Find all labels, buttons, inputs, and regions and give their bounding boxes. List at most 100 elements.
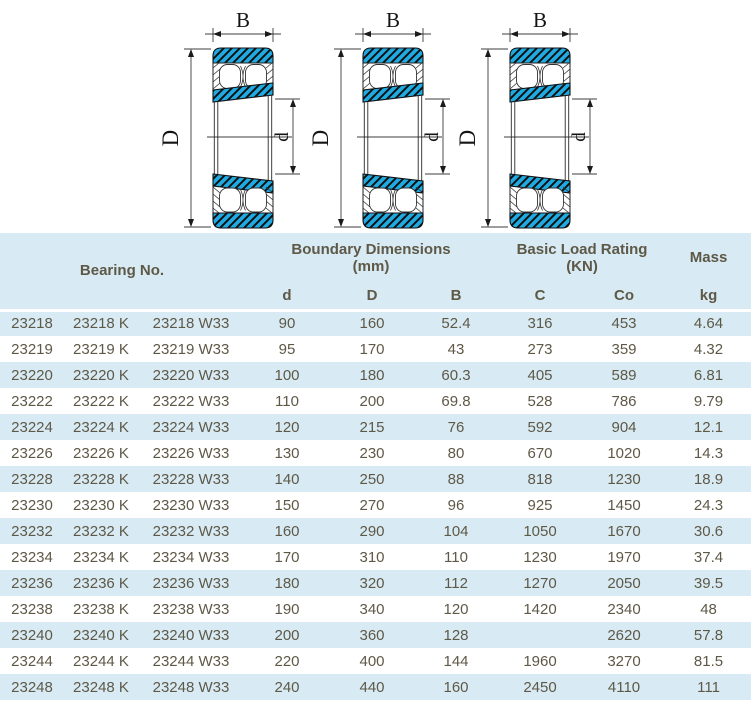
cell-outer-D: 215: [330, 414, 414, 440]
header-basic-load-unit: (KN): [566, 257, 598, 275]
cell-bearing-w33: 23248 W33: [138, 674, 244, 700]
header-sub-row: d D B C Co kg: [0, 282, 751, 312]
table-row: 23219 23219 K 23219 W33 95 170 43 273 35…: [0, 336, 751, 362]
table-body: 23218 23218 K 23218 W33 90 160 52.4 316 …: [0, 310, 751, 700]
cell-bearing-w33: 23232 W33: [138, 518, 244, 544]
cell-bearing-basic: 23248: [0, 674, 64, 700]
cell-bearing-basic: 23230: [0, 492, 64, 518]
bearing-diagrams: B D d: [157, 7, 598, 229]
cell-outer-D: 200: [330, 388, 414, 414]
cell-load-Co: 1670: [582, 518, 667, 544]
cell-bearing-basic: 23238: [0, 596, 64, 622]
cell-bearing-basic: 23224: [0, 414, 64, 440]
header-basic-load-rating: Basic Load Rating (KN): [498, 233, 667, 282]
header-basic-load-title: Basic Load Rating: [516, 240, 648, 258]
cell-load-C: 2450: [498, 674, 583, 700]
cell-mass-kg: 4.32: [666, 336, 751, 362]
cell-bearing-w33: 23244 W33: [138, 648, 244, 674]
header-mass: Mass: [666, 233, 751, 282]
bearing-diagram-1: [157, 7, 301, 229]
table-row: 23230 23230 K 23230 W33 150 270 96 925 1…: [0, 492, 751, 518]
cell-load-C: 1230: [498, 544, 583, 570]
cell-load-Co: 786: [582, 388, 667, 414]
cell-outer-D: 400: [330, 648, 414, 674]
cell-load-C: 925: [498, 492, 583, 518]
cell-load-Co: 2050: [582, 570, 667, 596]
cell-bore-d: 90: [244, 310, 330, 336]
cell-mass-kg: 57.8: [666, 622, 751, 648]
cell-load-Co: 1020: [582, 440, 667, 466]
cell-bearing-k: 23238 K: [64, 596, 138, 622]
header-col-C: C: [498, 282, 583, 312]
cell-load-Co: 3270: [582, 648, 667, 674]
header-group-row: Bearing No. Boundary Dimensions (mm) Bas…: [0, 233, 751, 312]
cell-load-C: 1420: [498, 596, 583, 622]
cell-mass-kg: 30.6: [666, 518, 751, 544]
cell-mass-kg: 37.4: [666, 544, 751, 570]
cell-bore-d: 130: [244, 440, 330, 466]
cell-load-C: [498, 622, 583, 648]
cell-width-B: 80: [414, 440, 499, 466]
cell-width-B: 112: [414, 570, 499, 596]
cell-outer-D: 360: [330, 622, 414, 648]
cell-load-Co: 1450: [582, 492, 667, 518]
bearing-diagram-3: [454, 7, 598, 229]
cell-width-B: 60.3: [414, 362, 499, 388]
cell-bearing-k: 23240 K: [64, 622, 138, 648]
table-row: 23226 23226 K 23226 W33 130 230 80 670 1…: [0, 440, 751, 466]
cell-width-B: 88: [414, 466, 499, 492]
cell-bore-d: 180: [244, 570, 330, 596]
cell-outer-D: 170: [330, 336, 414, 362]
cell-bearing-basic: 23218: [0, 310, 64, 336]
cell-bearing-basic: 23232: [0, 518, 64, 544]
cell-outer-D: 340: [330, 596, 414, 622]
cell-bore-d: 200: [244, 622, 330, 648]
cell-outer-D: 310: [330, 544, 414, 570]
cell-load-Co: 4110: [582, 674, 667, 700]
bearing-diagram-2: [307, 7, 451, 229]
cell-bearing-basic: 23220: [0, 362, 64, 388]
table-row: 23240 23240 K 23240 W33 200 360 128 2620…: [0, 622, 751, 648]
cell-load-C: 670: [498, 440, 583, 466]
cell-bearing-w33: 23230 W33: [138, 492, 244, 518]
cell-bearing-k: 23230 K: [64, 492, 138, 518]
cell-bearing-basic: 23226: [0, 440, 64, 466]
cell-bore-d: 190: [244, 596, 330, 622]
cell-bearing-k: 23248 K: [64, 674, 138, 700]
cell-width-B: 120: [414, 596, 499, 622]
table-header: Bearing No. Boundary Dimensions (mm) Bas…: [0, 233, 751, 312]
cell-outer-D: 250: [330, 466, 414, 492]
cell-width-B: 76: [414, 414, 499, 440]
cell-outer-D: 270: [330, 492, 414, 518]
cell-bearing-w33: 23238 W33: [138, 596, 244, 622]
cell-width-B: 52.4: [414, 310, 499, 336]
cell-load-C: 1270: [498, 570, 583, 596]
cell-load-C: 1960: [498, 648, 583, 674]
cell-outer-D: 230: [330, 440, 414, 466]
cell-bearing-k: 23234 K: [64, 544, 138, 570]
cell-load-Co: 589: [582, 362, 667, 388]
table-row: 23218 23218 K 23218 W33 90 160 52.4 316 …: [0, 310, 751, 336]
header-col-B: B: [414, 282, 499, 312]
cell-bore-d: 110: [244, 388, 330, 414]
cell-bore-d: 100: [244, 362, 330, 388]
table-row: 23234 23234 K 23234 W33 170 310 110 1230…: [0, 544, 751, 570]
header-boundary-unit: (mm): [352, 257, 390, 275]
cell-mass-kg: 12.1: [666, 414, 751, 440]
cell-bearing-basic: 23240: [0, 622, 64, 648]
header-bearing-no: Bearing No.: [0, 233, 244, 312]
cell-bearing-basic: 23236: [0, 570, 64, 596]
table-row: 23220 23220 K 23220 W33 100 180 60.3 405…: [0, 362, 751, 388]
cell-bearing-w33: 23218 W33: [138, 310, 244, 336]
cell-load-Co: 1230: [582, 466, 667, 492]
cell-bearing-k: 23224 K: [64, 414, 138, 440]
cell-load-Co: 904: [582, 414, 667, 440]
table-row: 23238 23238 K 23238 W33 190 340 120 1420…: [0, 596, 751, 622]
cell-bearing-basic: 23244: [0, 648, 64, 674]
table-row: 23224 23224 K 23224 W33 120 215 76 592 9…: [0, 414, 751, 440]
cell-width-B: 144: [414, 648, 499, 674]
cell-outer-D: 290: [330, 518, 414, 544]
cell-bearing-k: 23226 K: [64, 440, 138, 466]
cell-mass-kg: 6.81: [666, 362, 751, 388]
